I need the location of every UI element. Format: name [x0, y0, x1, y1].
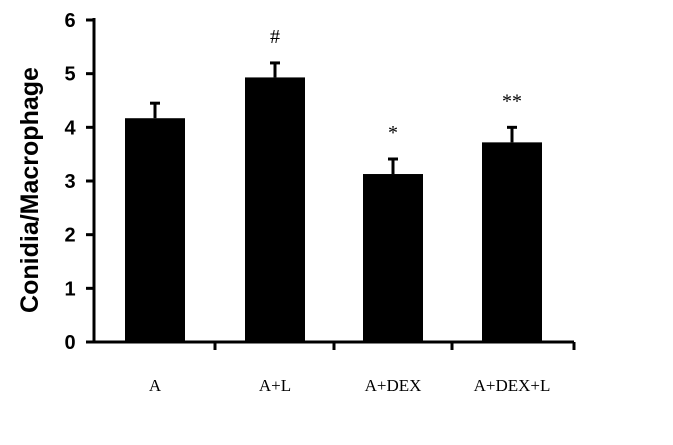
y-tick-label-2: 2	[64, 225, 75, 247]
labels: A A+L # A+DEX * A+DEX+L **	[149, 26, 551, 395]
significance-label-1: #	[270, 26, 280, 48]
bar-3	[482, 142, 542, 342]
y-axis: 0 1 2 3 4 5 6	[64, 10, 96, 354]
bar-0	[125, 118, 185, 343]
bars	[125, 61, 542, 343]
significance-label-2: *	[388, 122, 398, 144]
category-label-1: A+L	[259, 376, 291, 395]
y-tick-label-4: 4	[64, 117, 76, 139]
category-label-3: A+DEX+L	[474, 376, 551, 395]
y-axis-label: Conidia/Macrophage	[16, 67, 44, 313]
x-axis	[92, 340, 576, 350]
category-label-2: A+DEX	[365, 376, 422, 395]
bar-1	[245, 77, 305, 342]
significance-label-3: **	[502, 90, 522, 112]
y-tick-label-0: 0	[64, 332, 75, 354]
y-tick-label-6: 6	[64, 10, 75, 32]
y-tick-label-5: 5	[64, 64, 75, 86]
y-tick-label-1: 1	[64, 278, 75, 300]
y-tick-label-3: 3	[64, 171, 75, 193]
bar-2	[363, 174, 423, 342]
category-label-0: A	[149, 376, 162, 395]
